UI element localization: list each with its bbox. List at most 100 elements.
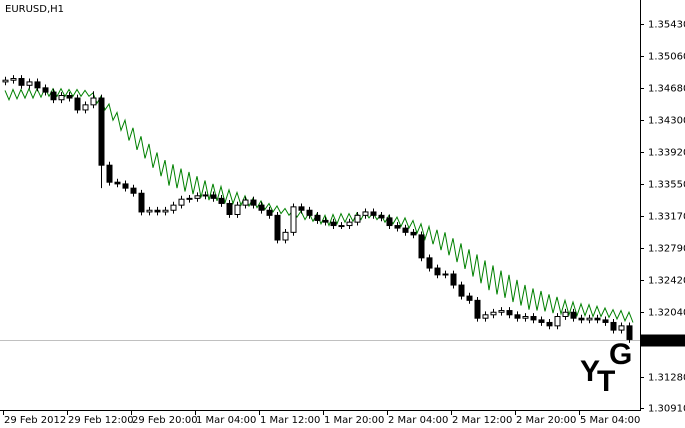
y-tick-label: 1.30910	[648, 404, 685, 415]
candle-body	[562, 311, 569, 317]
candle-body	[250, 199, 257, 206]
y-tick-label: 1.35430	[648, 20, 685, 31]
candle-body	[346, 221, 353, 227]
y-tick-label: 1.33550	[648, 180, 685, 191]
y-tick-label: 1.31280	[648, 373, 685, 384]
candle-body	[450, 273, 457, 286]
candle-body	[546, 321, 553, 327]
candle-body	[258, 204, 265, 211]
candle-body	[498, 310, 505, 313]
candle-body	[90, 97, 97, 106]
candle-body	[138, 192, 145, 213]
candle-body	[290, 206, 297, 233]
candle-body	[482, 314, 489, 319]
candle-body	[538, 319, 545, 323]
candle-body	[162, 209, 169, 213]
candle-body	[178, 198, 185, 206]
price-label: 1.31716	[648, 336, 685, 347]
candle-body	[330, 221, 337, 227]
candle-body	[50, 91, 57, 101]
candle-body	[458, 284, 465, 297]
candle-body	[282, 231, 289, 241]
candle-body	[146, 209, 153, 213]
y-tick-label: 1.35060	[648, 52, 685, 63]
x-tick-label: 29 Feb 20:00	[132, 415, 198, 426]
candle-body	[34, 81, 41, 89]
candle-body	[626, 325, 633, 340]
price-label-box	[641, 334, 685, 347]
candle-body	[186, 197, 193, 200]
y-tick-label: 1.34680	[648, 84, 685, 95]
candle-body	[202, 194, 209, 197]
candle-body	[426, 257, 433, 269]
candle-body	[74, 97, 81, 111]
candle-body	[522, 316, 529, 319]
logo-letter: Y	[580, 355, 600, 388]
candle-body	[394, 225, 401, 229]
candle-body	[98, 97, 105, 166]
candle-body	[106, 164, 113, 183]
candle-body	[506, 310, 513, 316]
candle-body	[370, 211, 377, 216]
candle-body	[554, 316, 561, 327]
candle-body	[58, 95, 65, 101]
logo-letter: G	[609, 338, 632, 371]
y-tick-label: 1.34300	[648, 116, 685, 127]
candle-body	[122, 183, 129, 189]
y-tick-label: 1.33920	[648, 148, 685, 159]
candle-body	[434, 267, 441, 276]
candle-body	[170, 204, 177, 211]
candle-body	[594, 317, 601, 321]
y-tick-label: 1.32040	[648, 308, 685, 319]
candle-body	[154, 209, 161, 213]
candle-body	[18, 78, 25, 86]
logo-letter: T	[597, 365, 615, 398]
x-tick-label: 1 Mar 12:00	[260, 415, 320, 426]
chart-title: EURUSD,H1	[5, 4, 64, 15]
candle-body	[218, 197, 225, 204]
candle-body	[210, 194, 217, 199]
candle-body	[242, 199, 249, 206]
candle-body	[618, 325, 625, 331]
candle-body	[418, 234, 425, 259]
x-tick-label: 2 Mar 04:00	[388, 415, 448, 426]
candle-body	[530, 316, 537, 321]
candle-body	[10, 78, 17, 81]
candle-body	[194, 195, 201, 199]
x-tick-label: 2 Mar 20:00	[516, 415, 576, 426]
x-tick-label: 2 Mar 12:00	[452, 415, 512, 426]
candle-body	[226, 202, 233, 215]
candle-body	[610, 321, 617, 331]
x-tick-label: 1 Mar 20:00	[324, 415, 384, 426]
candle-body	[466, 295, 473, 301]
candle-body	[322, 219, 329, 223]
candle-body	[66, 95, 73, 99]
candle-body	[490, 311, 497, 316]
candle-body	[474, 299, 481, 319]
candle-body	[586, 317, 593, 321]
candle-body	[602, 319, 609, 323]
candle-body	[114, 181, 121, 185]
y-tick-label: 1.32790	[648, 244, 685, 255]
candle-body	[130, 187, 137, 194]
candle-body	[514, 314, 521, 319]
candle-body	[442, 273, 449, 276]
candle-body	[338, 225, 345, 228]
candle-body	[298, 206, 305, 211]
candle-body	[410, 231, 417, 236]
y-tick-label: 1.32420	[648, 276, 685, 287]
candle-body	[266, 209, 273, 216]
candle-body	[354, 214, 361, 223]
candle-body	[314, 214, 321, 221]
candle-body	[386, 217, 393, 227]
candle-body	[2, 79, 9, 83]
candle-body	[378, 214, 385, 219]
candle-body	[306, 209, 313, 216]
x-tick-label: 5 Mar 04:00	[580, 415, 640, 426]
candle-body	[82, 104, 89, 111]
candle-body	[274, 214, 281, 241]
candle-body	[402, 227, 409, 233]
